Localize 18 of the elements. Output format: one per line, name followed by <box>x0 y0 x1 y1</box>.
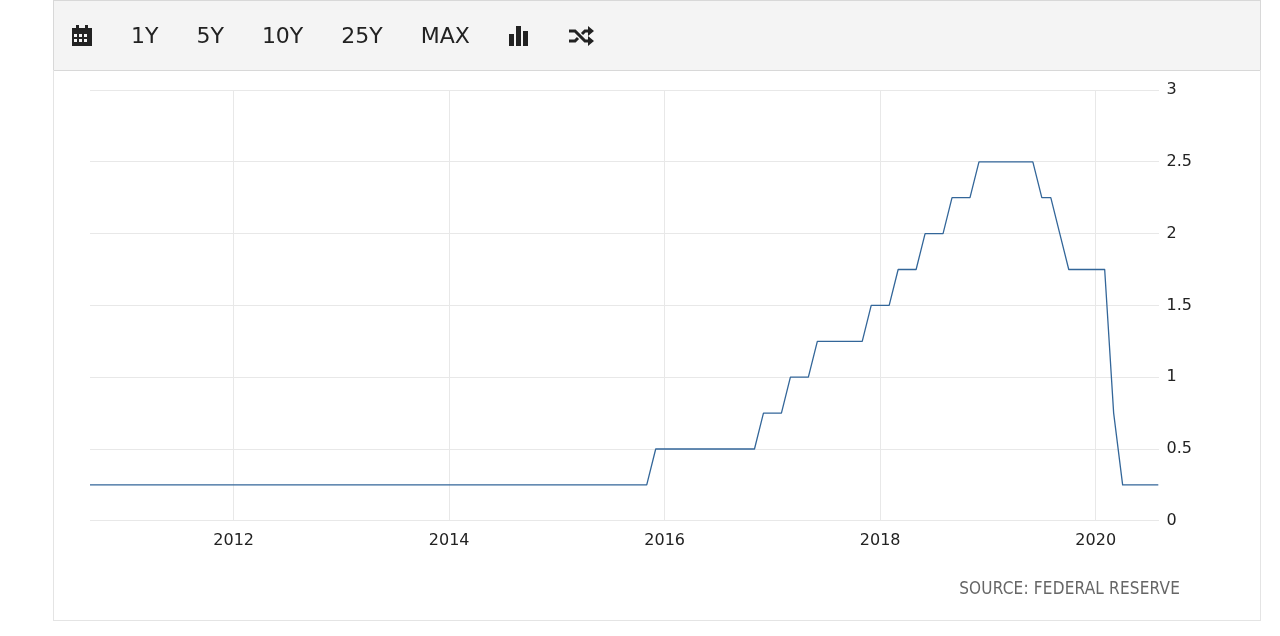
x-tick-label: 2012 <box>213 529 255 549</box>
y-tick-label: 0 <box>1166 509 1177 529</box>
y-tick-label: 0.5 <box>1166 438 1193 458</box>
x-tick-label: 2020 <box>1075 529 1117 549</box>
y-tick-label: 2.5 <box>1166 150 1193 170</box>
y-tick-label: 2 <box>1166 222 1177 242</box>
x-tick-label: 2014 <box>428 529 470 549</box>
text: 5Y <box>196 23 224 48</box>
x-tick-label: 2018 <box>859 529 901 549</box>
source-note: SOURCE: FEDERAL RESERVE <box>959 578 1180 598</box>
y-tick-label: 3 <box>1166 79 1177 99</box>
text: MAX <box>420 23 470 48</box>
y-tick-label: 1 <box>1166 366 1177 386</box>
text: 25Y <box>341 23 383 48</box>
text: 1Y <box>131 23 159 48</box>
y-tick-label: 1.5 <box>1166 294 1193 314</box>
text: 10Y <box>261 23 304 48</box>
x-tick-label: 2016 <box>644 529 686 549</box>
